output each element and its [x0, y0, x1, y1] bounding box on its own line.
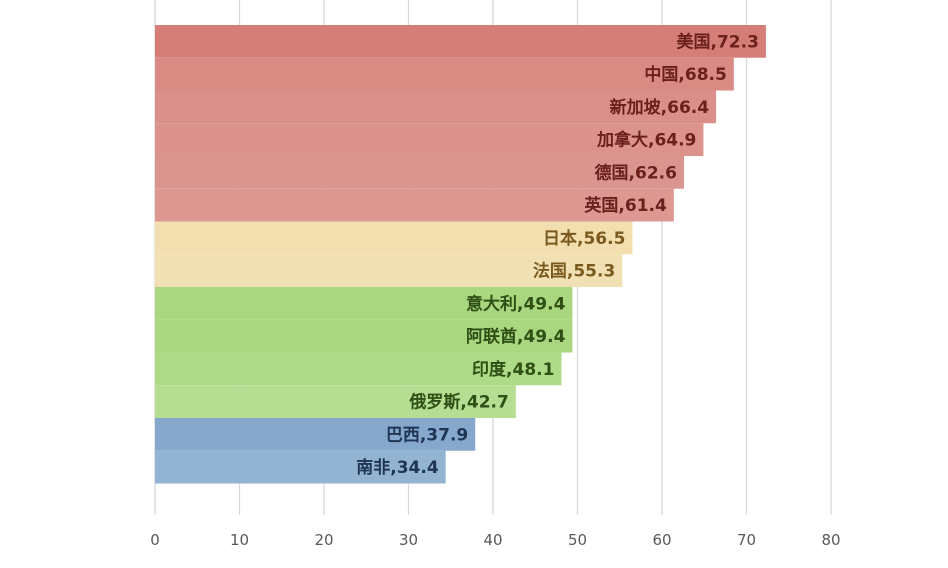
bar-13 — [155, 450, 446, 484]
data-label: 新加坡,66.4 — [610, 97, 710, 118]
x-tick-label: 70 — [737, 531, 756, 549]
data-label: 意大利,49.4 — [466, 293, 566, 314]
x-tick-label: 20 — [314, 531, 333, 549]
data-label: 巴西,37.9 — [386, 425, 468, 445]
x-tick-label: 40 — [483, 531, 502, 549]
data-label: 法国,55.3 — [533, 261, 615, 282]
data-label: 俄罗斯,42.7 — [408, 392, 508, 413]
bar-12 — [155, 418, 476, 451]
x-axis-ticks: 0 10 20 30 40 50 60 70 80 — [150, 531, 840, 549]
data-label: 日本,56.5 — [543, 228, 625, 249]
data-label: 中国,68.5 — [644, 64, 726, 85]
bar-8 — [155, 287, 573, 320]
bar-7 — [155, 254, 623, 287]
bar-11 — [155, 385, 516, 418]
x-tick-label: 0 — [150, 531, 160, 549]
bar-0 — [155, 25, 766, 58]
bar-2 — [155, 90, 717, 124]
bar-9 — [155, 319, 573, 353]
bar-4 — [155, 156, 684, 189]
x-tick-label: 30 — [399, 531, 418, 549]
x-tick-label: 80 — [821, 531, 840, 549]
bar-10 — [155, 352, 562, 386]
data-label: 阿联酋,49.4 — [466, 326, 566, 347]
data-label: 印度,48.1 — [472, 359, 554, 380]
data-label: 美国,72.3 — [677, 31, 759, 52]
bars — [155, 25, 766, 484]
bar-1 — [155, 57, 734, 91]
x-tick-label: 50 — [568, 531, 587, 549]
data-label: 南非,34.4 — [356, 457, 439, 478]
x-tick-label: 60 — [652, 531, 671, 549]
data-label: 英国,61.4 — [584, 195, 667, 216]
x-tick-label: 10 — [230, 531, 249, 549]
bar-3 — [155, 123, 704, 156]
data-label: 加拿大,64.9 — [596, 130, 696, 151]
bar-5 — [155, 188, 674, 222]
data-labels: 美国,72.3 中国,68.5 新加坡,66.4 加拿大,64.9 德国,62.6 英国,… — [356, 31, 759, 478]
data-label: 德国,62.6 — [595, 162, 677, 183]
bar-6 — [155, 221, 633, 255]
